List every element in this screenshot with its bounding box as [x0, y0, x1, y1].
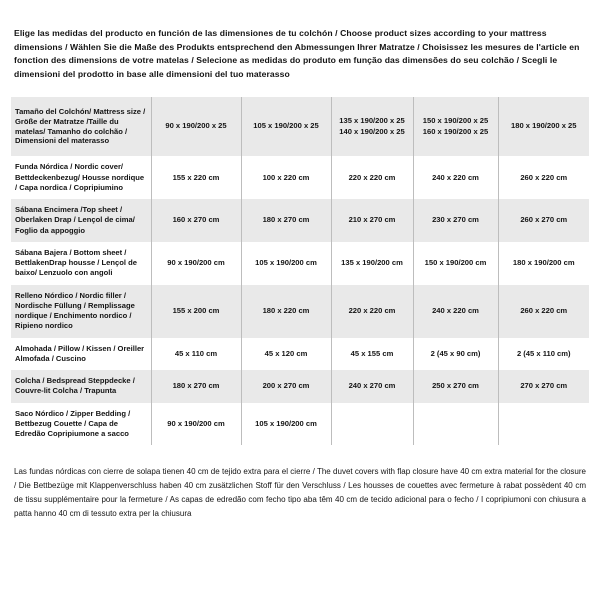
- table-header-row: Tamaño del Colchón/ Mattress size / Größ…: [11, 96, 589, 157]
- intro-paragraph: Elige las medidas del producto en funció…: [14, 27, 580, 80]
- row-label: Colcha / Bedspread Steppdecke / Couvre-l…: [11, 370, 151, 403]
- row-value: 260 x 220 cm: [497, 284, 589, 338]
- row-value: 100 x 220 cm: [240, 156, 331, 200]
- table-body: Tamaño del Colchón/ Mattress size / Größ…: [11, 96, 589, 446]
- header-col-4-line-1: 150 x 190/200 x 25: [422, 116, 489, 126]
- row-value: 45 x 110 cm: [150, 337, 241, 371]
- row-value: 240 x 270 cm: [330, 370, 413, 403]
- row-value: 260 x 220 cm: [497, 156, 589, 200]
- header-col-5: 180 x 190/200 x 25: [497, 96, 589, 157]
- header-col-4: 150 x 190/200 x 25 160 x 190/200 x 25: [412, 96, 498, 157]
- header-col-1-line-1: 90 x 190/200 x 25: [165, 121, 227, 131]
- row-value: 180 x 270 cm: [240, 199, 331, 242]
- row-value: 270 x 270 cm: [497, 370, 589, 403]
- table-row: Almohada / Pillow / Kissen / Oreiller Al…: [11, 337, 589, 371]
- row-value: 155 x 200 cm: [150, 284, 241, 338]
- table-row: Relleno Nórdico / Nordic filler / Nordis…: [11, 284, 589, 338]
- product-size-table: Tamaño del Colchón/ Mattress size / Größ…: [11, 96, 589, 446]
- row-value: 220 x 220 cm: [330, 156, 413, 200]
- row-value: 2 (45 x 90 cm): [412, 337, 498, 371]
- row-value: 45 x 120 cm: [240, 337, 331, 371]
- row-value: 105 x 190/200 cm: [240, 402, 331, 446]
- header-col-3-line-2: 140 x 190/200 x 25: [339, 126, 405, 136]
- row-value: 240 x 220 cm: [412, 156, 498, 200]
- row-value: 180 x 190/200 cm: [497, 241, 589, 285]
- header-col-3-line-1: 135 x 190/200 x 25: [339, 116, 405, 126]
- row-label: Relleno Nórdico / Nordic filler / Nordis…: [11, 284, 151, 338]
- row-value: 90 x 190/200 cm: [150, 241, 241, 285]
- header-col-2-line-1: 105 x 190/200 x 25: [253, 121, 319, 131]
- row-value: 45 x 155 cm: [330, 337, 413, 371]
- row-value: [412, 402, 498, 446]
- header-label-cell: Tamaño del Colchón/ Mattress size / Größ…: [11, 96, 151, 157]
- header-col-3: 135 x 190/200 x 25 140 x 190/200 x 25: [330, 96, 413, 157]
- row-value: 160 x 270 cm: [150, 199, 241, 242]
- row-value: 240 x 220 cm: [412, 284, 498, 338]
- row-value: 200 x 270 cm: [240, 370, 331, 403]
- row-value: 250 x 270 cm: [412, 370, 498, 403]
- row-label: Funda Nórdica / Nordic cover/ Bettdecken…: [11, 156, 151, 200]
- row-value: 180 x 220 cm: [240, 284, 331, 338]
- row-value: 180 x 270 cm: [150, 370, 241, 403]
- table-row: Funda Nórdica / Nordic cover/ Bettdecken…: [11, 156, 589, 200]
- row-value: [497, 402, 589, 446]
- header-col-1: 90 x 190/200 x 25: [150, 96, 241, 157]
- row-value: 150 x 190/200 cm: [412, 241, 498, 285]
- row-value: 260 x 270 cm: [497, 199, 589, 242]
- row-value: 210 x 270 cm: [330, 199, 413, 242]
- header-col-4-line-2: 160 x 190/200 x 25: [422, 126, 489, 136]
- table-row: Saco Nórdico / Zipper Bedding / Bettbezu…: [11, 402, 589, 446]
- row-label: Sábana Bajera / Bottom sheet / Bettlaken…: [11, 241, 151, 285]
- row-label: Almohada / Pillow / Kissen / Oreiller Al…: [11, 337, 151, 371]
- row-value: [330, 402, 413, 446]
- header-col-5-line-1: 180 x 190/200 x 25: [511, 121, 577, 131]
- row-value: 155 x 220 cm: [150, 156, 241, 200]
- header-col-2: 105 x 190/200 x 25: [240, 96, 331, 157]
- row-label: Saco Nórdico / Zipper Bedding / Bettbezu…: [11, 402, 151, 446]
- table-row: Sábana Bajera / Bottom sheet / Bettlaken…: [11, 241, 589, 285]
- table-row: Sábana Encimera /Top sheet / Oberlaken D…: [11, 199, 589, 242]
- row-value: 2 (45 x 110 cm): [497, 337, 589, 371]
- table-row: Colcha / Bedspread Steppdecke / Couvre-l…: [11, 370, 589, 403]
- row-value: 220 x 220 cm: [330, 284, 413, 338]
- row-value: 135 x 190/200 cm: [330, 241, 413, 285]
- row-value: 90 x 190/200 cm: [150, 402, 241, 446]
- footnote-paragraph: Las fundas nórdicas con cierre de solapa…: [14, 467, 586, 518]
- row-value: 230 x 270 cm: [412, 199, 498, 242]
- row-label: Sábana Encimera /Top sheet / Oberlaken D…: [11, 199, 151, 242]
- row-value: 105 x 190/200 cm: [240, 241, 331, 285]
